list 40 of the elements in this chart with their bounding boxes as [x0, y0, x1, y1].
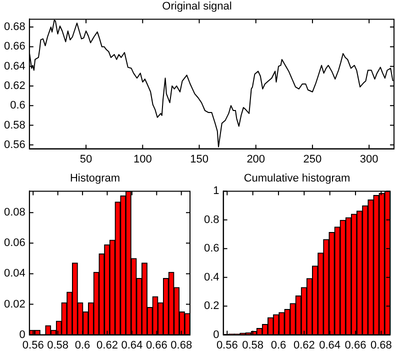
x-tick-label: 0.66: [146, 339, 168, 352]
x-tick-label: 100: [133, 153, 152, 166]
y-tick-label: 0.04: [4, 268, 26, 280]
y-tick-label: 0.8: [204, 214, 220, 226]
y-tick-label: 0.62: [4, 80, 26, 92]
y-tick-label: 0.56: [4, 138, 26, 151]
x-tick-label: 0.56: [22, 339, 44, 352]
y-tick-label: 0.64: [4, 60, 26, 72]
y-tick-label: 0: [213, 328, 220, 341]
y-tick-label: 1: [213, 185, 220, 198]
chart-title: Original signal: [162, 0, 232, 13]
x-tick-label: 0.6: [270, 339, 286, 352]
x-tick-label: 50: [80, 153, 92, 166]
x-tick-label: 0.64: [121, 339, 143, 352]
x-tick-label: 0.66: [344, 339, 366, 352]
y-tick-label: 0.6: [204, 242, 220, 255]
x-tick-label: 0.6: [74, 339, 90, 352]
y-tick-label: 0.58: [4, 119, 26, 132]
chart-title: Histogram: [70, 172, 120, 185]
y-tick-label: 0.6: [10, 100, 26, 112]
y-tick-label: 0.08: [4, 206, 26, 219]
y-tick-label: 0.4: [204, 271, 220, 284]
x-tick-label: 0.64: [319, 339, 341, 352]
x-tick-label: 0.58: [47, 339, 69, 352]
x-tick-label: 0.62: [293, 339, 315, 352]
x-tick-label: 0.68: [370, 339, 392, 352]
x-tick-label: 0.62: [96, 339, 118, 352]
y-tick-label: 0.2: [204, 300, 220, 312]
x-tick-label: 150: [190, 153, 208, 166]
y-tick-label: 0.68: [4, 21, 26, 34]
y-tick-label: 0: [19, 328, 26, 341]
y-tick-label: 0.02: [4, 298, 26, 310]
y-tick-label: 0.66: [4, 40, 26, 53]
x-tick-label: 300: [360, 153, 378, 166]
x-tick-label: 200: [246, 153, 266, 166]
x-tick-label: 0.58: [242, 339, 264, 352]
y-tick-label: 0.06: [4, 237, 26, 250]
chart-title: Cumulative histogram: [244, 172, 350, 185]
x-tick-label: 0.68: [170, 339, 192, 352]
x-tick-label: 250: [303, 153, 322, 166]
